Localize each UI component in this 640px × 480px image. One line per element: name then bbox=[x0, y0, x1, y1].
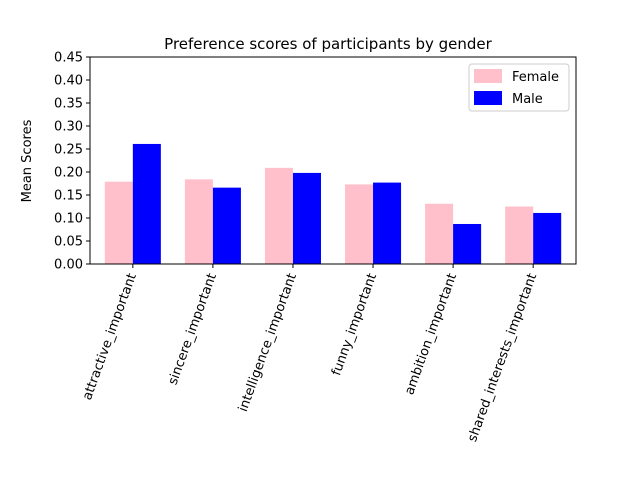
legend-label-female: Female bbox=[512, 70, 559, 85]
y-tick-label: 0.05 bbox=[54, 235, 83, 250]
y-tick-label: 0.20 bbox=[54, 166, 83, 181]
bars-group bbox=[104, 143, 562, 264]
y-tick-label: 0.35 bbox=[54, 97, 83, 112]
x-tick-label: intelligence_important bbox=[236, 271, 300, 413]
y-tick-label: 0.45 bbox=[54, 51, 83, 66]
y-axis-ticks: 0.00 0.05 0.10 0.15 0.20 0.25 0.30 0.35 0.40 0.45 bbox=[54, 51, 90, 273]
bar-female-intelligence_important bbox=[264, 167, 293, 264]
plot-frame bbox=[89, 56, 577, 265]
x-axis-ticks: attractive_important sincere_important int… bbox=[80, 264, 540, 444]
y-tick-label: 0.00 bbox=[54, 258, 83, 273]
chart-title: Preference scores of participants by gen… bbox=[164, 35, 492, 53]
bar-male-attractive_important bbox=[132, 143, 161, 264]
x-tick-label: attractive_important bbox=[80, 271, 140, 402]
bar-male-ambition_important bbox=[453, 223, 482, 264]
bar-male-intelligence_important bbox=[292, 172, 321, 264]
bar-female-attractive_important bbox=[104, 181, 133, 264]
bar-male-funny_important bbox=[373, 182, 402, 264]
y-tick-label: 0.40 bbox=[54, 74, 83, 89]
bar-male-shared_interests_important bbox=[533, 212, 562, 264]
bar-male-sincere_important bbox=[212, 187, 241, 264]
y-tick-label: 0.10 bbox=[54, 212, 83, 227]
x-tick-label: funny_important bbox=[329, 271, 380, 377]
y-tick-label: 0.15 bbox=[54, 189, 83, 204]
bar-female-funny_important bbox=[345, 184, 374, 264]
legend-swatch-female bbox=[474, 69, 502, 83]
x-tick-label: sincere_important bbox=[166, 271, 220, 387]
bar-female-shared_interests_important bbox=[505, 206, 534, 264]
legend-label-male: Male bbox=[512, 92, 543, 107]
y-tick-label: 0.25 bbox=[54, 143, 83, 158]
x-tick-label: ambition_important bbox=[402, 271, 460, 397]
x-tick-label: shared_interests_important bbox=[465, 271, 540, 444]
y-tick-label: 0.30 bbox=[54, 120, 83, 135]
legend-swatch-male bbox=[474, 91, 502, 105]
bar-female-ambition_important bbox=[425, 203, 454, 264]
y-axis-label: Mean Scores bbox=[20, 119, 35, 202]
bar-female-sincere_important bbox=[184, 179, 213, 264]
legend: Female Male bbox=[468, 63, 570, 112]
